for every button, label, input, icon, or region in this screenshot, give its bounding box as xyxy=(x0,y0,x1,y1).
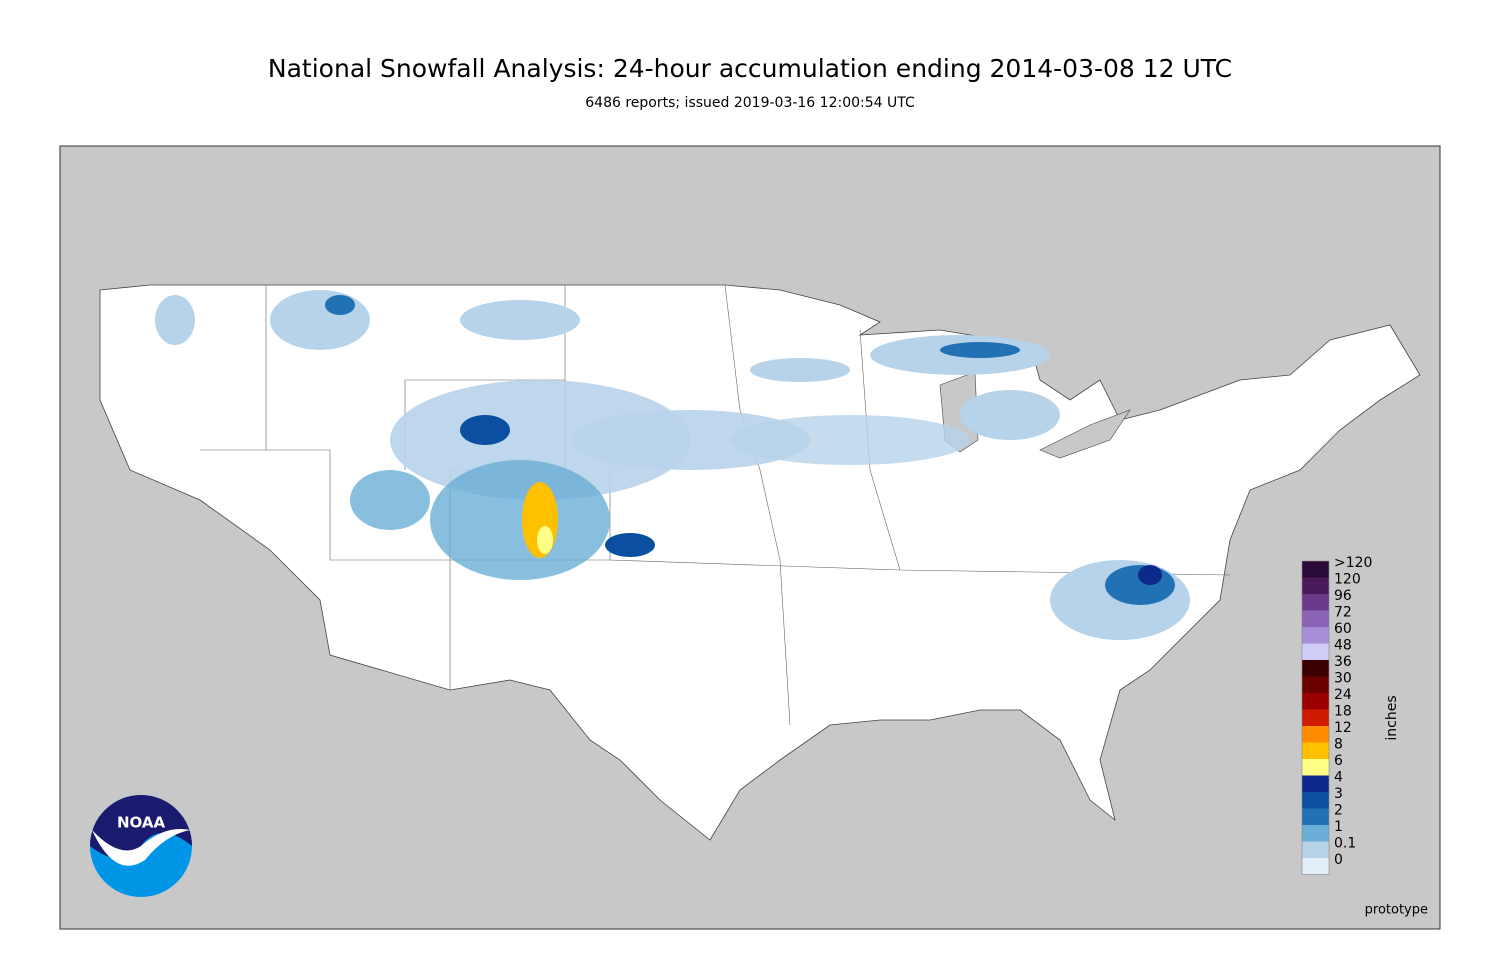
legend: inches >1201209672604836302418128643210.… xyxy=(1301,555,1400,875)
legend-swatch xyxy=(1302,792,1329,809)
legend-label: 30 xyxy=(1334,671,1352,687)
legend-label: 60 xyxy=(1334,621,1352,637)
prototype-note: prototype xyxy=(1365,903,1428,918)
legend-label: 6 xyxy=(1334,753,1343,769)
legend-label: 96 xyxy=(1334,588,1352,604)
legend-label: 0.1 xyxy=(1334,836,1356,852)
legend-swatch xyxy=(1302,825,1329,842)
legend-label: 36 xyxy=(1334,654,1352,670)
legend-swatch xyxy=(1302,561,1329,578)
legend-label: 72 xyxy=(1334,605,1352,621)
legend-border xyxy=(1301,560,1330,875)
legend-swatch xyxy=(1302,594,1329,611)
legend-swatch xyxy=(1302,808,1329,825)
legend-swatch xyxy=(1302,643,1329,660)
legend-title: inches xyxy=(1384,695,1400,740)
legend-swatch xyxy=(1302,676,1329,693)
subtitle: 6486 reports; issued 2019-03-16 12:00:54… xyxy=(585,95,915,111)
legend-swatch xyxy=(1302,726,1329,743)
legend-label: 8 xyxy=(1334,737,1343,753)
legend-label: 12 xyxy=(1334,720,1352,736)
legend-swatch xyxy=(1302,742,1329,759)
legend-swatch xyxy=(1302,627,1329,644)
legend-swatch xyxy=(1302,660,1329,677)
legend-label: 0 xyxy=(1334,852,1343,868)
title: National Snowfall Analysis: 24-hour accu… xyxy=(268,54,1232,83)
legend-swatch xyxy=(1302,759,1329,776)
legend-label: 4 xyxy=(1334,770,1343,786)
legend-swatch xyxy=(1302,577,1329,594)
legend-label: >120 xyxy=(1334,555,1372,571)
legend-label: 18 xyxy=(1334,704,1352,720)
legend-swatch xyxy=(1302,610,1329,627)
legend-swatch xyxy=(1302,775,1329,792)
legend-label: 2 xyxy=(1334,803,1343,819)
legend-swatch xyxy=(1302,841,1329,858)
logo-text: NOAA xyxy=(117,814,166,832)
noaa-logo: NOAA xyxy=(90,795,192,897)
legend-label: 1 xyxy=(1334,819,1343,835)
legend-label: 120 xyxy=(1334,572,1361,588)
snow-areas xyxy=(155,290,1190,640)
legend-swatch xyxy=(1302,858,1329,875)
legend-label: 24 xyxy=(1334,687,1352,703)
legend-label: 3 xyxy=(1334,786,1343,802)
legend-swatch xyxy=(1302,709,1329,726)
legend-label: 48 xyxy=(1334,638,1352,654)
lake-erie xyxy=(1039,409,1131,459)
legend-swatch xyxy=(1302,693,1329,710)
